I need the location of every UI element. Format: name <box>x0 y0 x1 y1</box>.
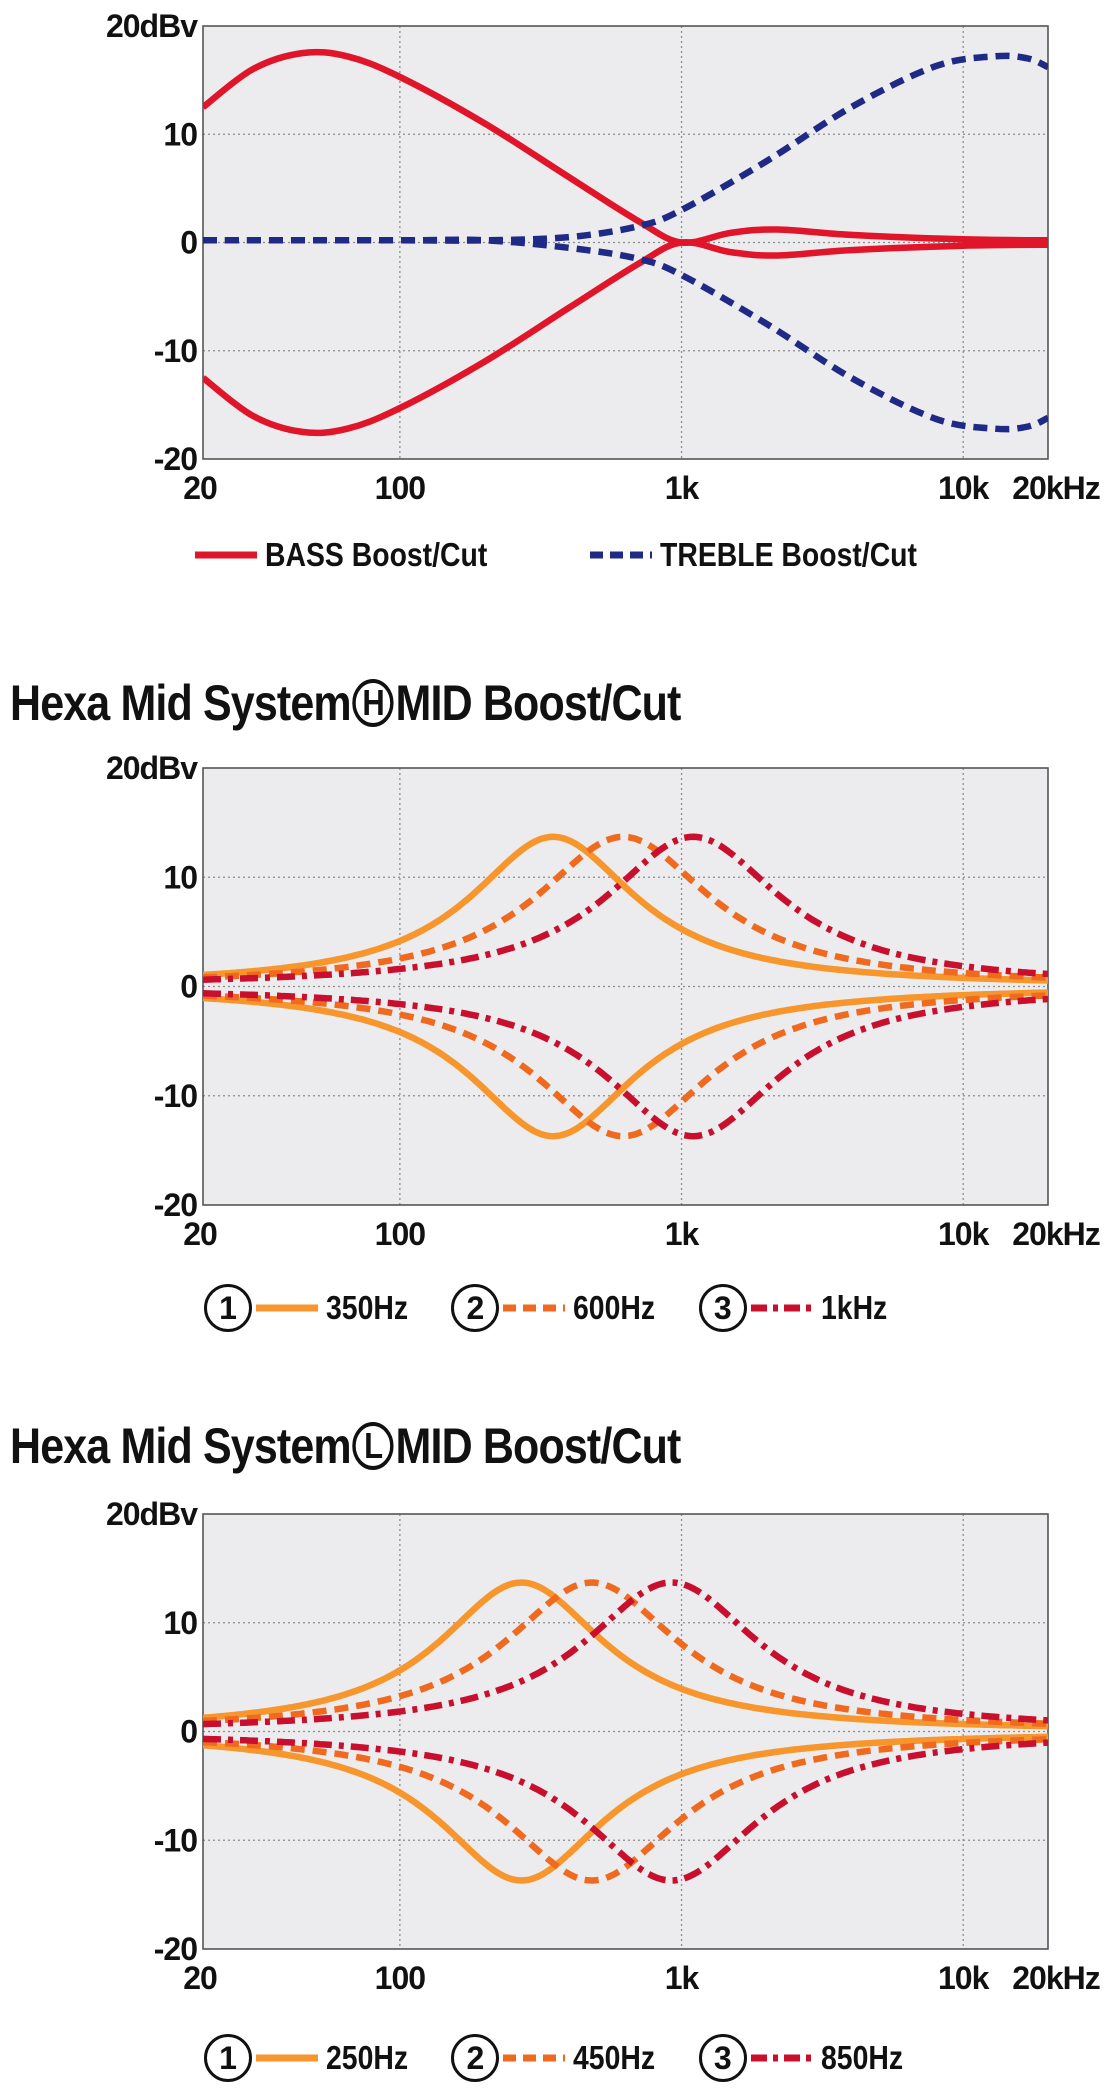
y-tick-label: 20dBv <box>106 8 198 44</box>
plot-frame <box>202 1513 1049 1950</box>
legend-swatch-low-2 <box>503 2054 566 2062</box>
legend-swatch-high-2 <box>503 1304 566 1312</box>
x-tick-label: 20 <box>183 1960 217 1996</box>
legend-swatch-low-3 <box>750 2054 813 2062</box>
x-tick-label: 10k <box>938 1960 990 1996</box>
legend-high: 1 350Hz 2 600Hz 3 1kHz <box>204 1280 928 1336</box>
series-line-2-cut <box>203 236 1048 433</box>
series-line-1-boost <box>203 48 1048 246</box>
series-group <box>203 48 1048 437</box>
legend-label-high-3: 1kHz <box>820 1289 888 1326</box>
legend-swatch-high-1 <box>256 1304 318 1312</box>
series-line-1-cut <box>203 1733 1048 1884</box>
series-line-3-cut <box>203 1735 1048 1884</box>
legend-swatch-treble <box>589 551 652 559</box>
legend-label-low-1: 250Hz <box>326 2039 409 2076</box>
series-line-3-boost <box>203 833 1048 983</box>
series-line-3-boost <box>203 1579 1048 1728</box>
y-tick-label: -20 <box>154 1187 197 1223</box>
series-line-2-cut <box>203 1736 1048 1884</box>
section-title-high: Hexa Mid System H MID Boost/Cut <box>10 670 681 732</box>
legend-bass-treble: BASS Boost/Cut TREBLE Boost/Cut <box>195 527 988 583</box>
legend-label-high-2: 600Hz <box>573 1289 656 1326</box>
legend-swatch-low-1 <box>256 2054 318 2062</box>
series-line-1-cut <box>203 989 1048 1140</box>
y-tick-label: -10 <box>154 333 197 369</box>
x-tick-label: 1k <box>665 470 700 506</box>
legend-number-low-1: 1 <box>204 2034 252 2082</box>
legend-item-high-3: 3 1kHz <box>698 1284 898 1332</box>
y-tick-label: 0 <box>180 225 197 261</box>
legend-item-treble: TREBLE Boost/Cut <box>589 536 959 574</box>
plot-frame <box>202 767 1049 1206</box>
series-line-1-boost <box>203 1579 1048 1730</box>
legend-item-low-1: 1 250Hz <box>204 2034 421 2082</box>
legend-swatch-high-3 <box>750 1304 813 1312</box>
series-group <box>203 1579 1048 1884</box>
x-tick-label: 100 <box>375 1216 426 1252</box>
y-tick-label: -10 <box>154 1078 197 1114</box>
x-tick-label: 100 <box>375 1960 426 1996</box>
x-tick-label: 10k <box>938 1216 990 1252</box>
legend-number-high-1: 1 <box>204 1284 252 1332</box>
x-tick-label: 20kHz <box>1012 1216 1100 1252</box>
y-tick-label: -10 <box>154 1822 197 1858</box>
y-tick-label: 10 <box>163 1605 197 1641</box>
series-line-2-boost <box>203 1579 1048 1727</box>
legend-label-treble: TREBLE Boost/Cut <box>659 536 917 573</box>
legend-number-high-2: 2 <box>451 1284 500 1332</box>
y-tick-label: -20 <box>154 441 197 477</box>
title-suffix-high: MID Boost/Cut <box>395 674 682 731</box>
y-tick-label: 20dBv <box>106 1496 198 1532</box>
title-mark-low: L <box>352 1421 394 1470</box>
series-line-2-cut <box>203 992 1048 1140</box>
y-tick-label: 10 <box>163 116 197 152</box>
legend-label-low-3: 850Hz <box>820 2039 903 2076</box>
title-text-low: Hexa Mid System <box>10 1417 352 1474</box>
y-tick-label: 10 <box>163 859 197 895</box>
y-tick-label: 20dBv <box>106 750 198 786</box>
title-suffix-low: MID Boost/Cut <box>395 1417 682 1474</box>
series-line-3-cut <box>203 990 1048 1140</box>
legend-label-bass: BASS Boost/Cut <box>265 536 488 573</box>
series-line-1-cut <box>203 239 1048 437</box>
legend-item-low-2: 2 450Hz <box>451 2034 668 2082</box>
series-group <box>203 833 1048 1140</box>
x-tick-label: 20 <box>183 470 217 506</box>
legend-item-high-1: 1 350Hz <box>204 1284 421 1332</box>
legend-number-low-3: 3 <box>698 2034 747 2082</box>
series-line-1-boost <box>203 833 1048 984</box>
x-tick-label: 20 <box>183 1216 217 1252</box>
x-tick-label: 10k <box>938 470 990 506</box>
legend-item-low-3: 3 850Hz <box>698 2034 916 2082</box>
series-line-2-boost <box>203 833 1048 981</box>
series-line-2-boost <box>203 52 1048 244</box>
legend-label-high-1: 350Hz <box>326 1289 409 1326</box>
legend-number-low-2: 2 <box>451 2034 500 2082</box>
x-tick-label: 1k <box>665 1960 700 1996</box>
section-title-low: Hexa Mid System L MID Boost/Cut <box>10 1413 681 1475</box>
y-tick-label: 0 <box>180 969 197 1005</box>
legend-low: 1 250Hz 2 450Hz 3 850Hz <box>204 2030 946 2086</box>
title-text-high: Hexa Mid System <box>10 674 352 731</box>
x-tick-label: 1k <box>665 1216 700 1252</box>
legend-label-low-2: 450Hz <box>573 2039 656 2076</box>
y-tick-label: -20 <box>154 1931 197 1967</box>
legend-item-bass: BASS Boost/Cut <box>195 536 524 574</box>
legend-swatch-bass <box>195 551 257 559</box>
x-tick-label: 100 <box>375 470 426 506</box>
x-tick-label: 20kHz <box>1012 470 1100 506</box>
legend-item-high-2: 2 600Hz <box>451 1284 668 1332</box>
x-tick-label: 20kHz <box>1012 1960 1100 1996</box>
y-tick-label: 0 <box>180 1714 197 1750</box>
title-mark-high: H <box>352 678 394 727</box>
legend-number-high-3: 3 <box>698 1284 747 1332</box>
